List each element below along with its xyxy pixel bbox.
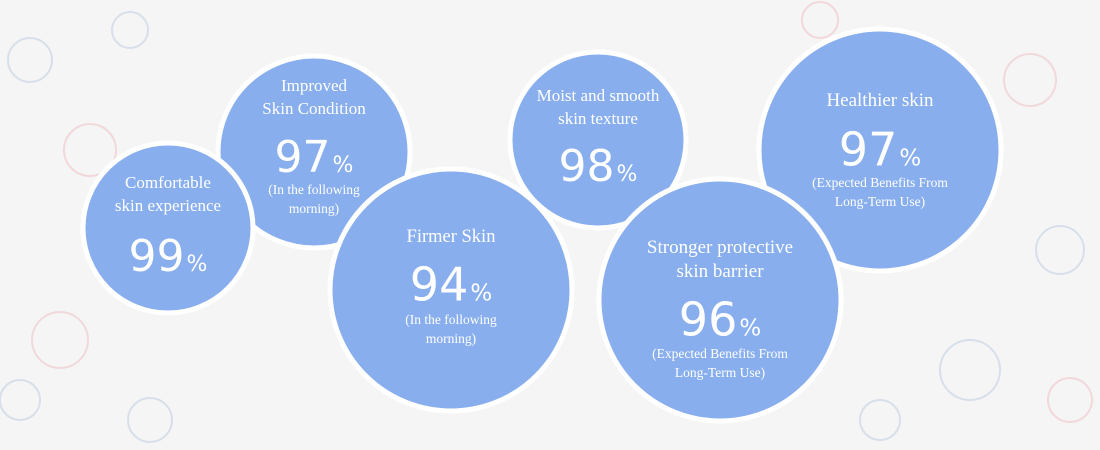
stat-value: 98% xyxy=(559,141,638,192)
bubble xyxy=(756,26,1004,274)
stat-label: Firmer Skin xyxy=(407,227,496,247)
stat-value: 94% xyxy=(410,258,492,312)
stat-label: Comfortable xyxy=(125,173,211,192)
stat-label: Moist and smooth xyxy=(537,86,660,105)
stat-note: (Expected Benefits From xyxy=(812,175,948,190)
stat-note: morning) xyxy=(426,331,476,346)
stat-note: morning) xyxy=(289,201,339,216)
stat-value: 99% xyxy=(129,231,208,282)
stat-label: Healthier skin xyxy=(826,90,934,111)
stat-number: 94 xyxy=(410,258,469,312)
bubble xyxy=(507,49,689,231)
bubble xyxy=(327,166,575,414)
stat-number: 97 xyxy=(275,132,331,183)
stat-unit: % xyxy=(617,162,638,187)
stat-label: skin experience xyxy=(115,196,221,215)
stat-note: (Expected Benefits From xyxy=(652,346,788,361)
stat-value: 97% xyxy=(275,132,354,183)
stat-label: Skin Condition xyxy=(262,99,366,118)
stat-number: 96 xyxy=(679,293,738,347)
stat-label: skin texture xyxy=(558,109,638,128)
bubble xyxy=(596,176,844,424)
stat-unit: % xyxy=(739,316,761,342)
stat-number: 99 xyxy=(129,231,185,282)
stat-bubble: Moist and smooth skin texture 98% xyxy=(507,49,689,231)
stat-unit: % xyxy=(899,146,921,172)
stat-note: Long-Term Use) xyxy=(835,194,925,209)
stat-label: skin barrier xyxy=(676,261,764,282)
stat-unit: % xyxy=(470,281,492,307)
bubble xyxy=(215,53,413,251)
stat-label: Improved xyxy=(281,76,348,95)
stat-note: (In the following xyxy=(268,182,360,197)
stat-note: Long-Term Use) xyxy=(675,365,765,380)
stat-label: Stronger protective xyxy=(647,237,793,258)
stat-number: 97 xyxy=(839,123,898,177)
stat-note: (In the following xyxy=(405,312,497,327)
stat-unit: % xyxy=(333,153,354,178)
stat-number: 98 xyxy=(559,141,615,192)
bubble xyxy=(80,140,256,316)
background-decoration xyxy=(0,1,1093,443)
stat-value: 97% xyxy=(839,123,921,177)
stat-value: 96% xyxy=(679,293,761,347)
stat-unit: % xyxy=(187,252,208,277)
stat-bubble: Comfortable skin experience 99% xyxy=(80,140,256,316)
